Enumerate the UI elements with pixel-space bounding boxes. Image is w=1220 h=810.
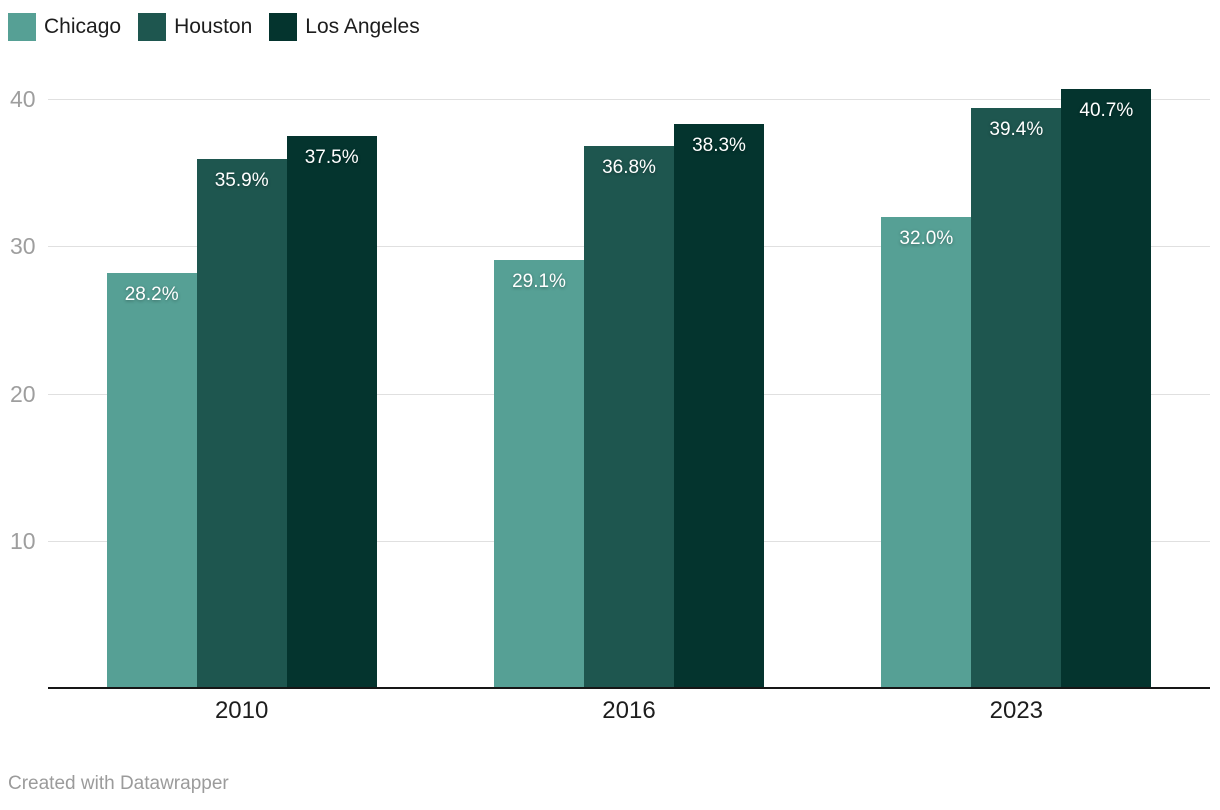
y-tick-label: 20: [10, 380, 36, 407]
bar-los-angeles-2010: 37.5%: [286, 135, 377, 688]
legend-label: Houston: [174, 15, 253, 38]
bar-value-label: 37.5%: [304, 146, 359, 168]
bar-value-label: 28.2%: [124, 283, 179, 305]
x-tick-label-2023: 2023: [989, 697, 1044, 724]
legend-item-los-angeles: Los Angeles: [269, 13, 420, 41]
bar-los-angeles-2016: 38.3%: [674, 124, 764, 688]
legend-swatch-icon: [8, 13, 36, 41]
bar-chicago-2023: 32.0%: [881, 216, 972, 688]
legend-item-chicago: Chicago: [8, 13, 121, 41]
legend-label: Chicago: [44, 15, 122, 38]
legend-swatch-icon: [138, 13, 167, 41]
bar-value-label: 38.3%: [692, 135, 746, 157]
bar-chicago-2016: 29.1%: [494, 259, 584, 688]
legend: Chicago Houston Los Angeles: [8, 13, 420, 41]
bar-value-label: 35.9%: [214, 170, 269, 192]
x-axis-line: [48, 687, 1210, 689]
y-tick-label: 10: [10, 527, 36, 554]
bar-value-label: 29.1%: [512, 270, 566, 292]
bar-chicago-2010: 28.2%: [106, 272, 197, 688]
y-tick-label: 30: [10, 233, 36, 260]
x-tick-label-2016: 2016: [602, 697, 656, 724]
gridline-40: [48, 99, 1210, 100]
y-tick-label: 40: [10, 86, 36, 112]
bar-value-label: 36.8%: [602, 157, 656, 179]
attribution-text: Created with Datawrapper: [8, 773, 229, 794]
plot-area: 10 20 30 40 28.2% 35.9% 37.5% 2010 29.1% 36.8% 38.…: [10, 86, 1210, 724]
bar-houston-2023: 39.4%: [971, 107, 1062, 688]
bar-value-label: 32.0%: [899, 227, 954, 249]
bar-houston-2016: 36.8%: [584, 146, 674, 688]
bar-los-angeles-2023: 40.7%: [1061, 88, 1152, 688]
x-tick-label-2010: 2010: [214, 697, 269, 724]
bar-value-label: 40.7%: [1079, 99, 1134, 121]
bar-houston-2010: 35.9%: [196, 159, 287, 688]
legend-label: Los Angeles: [305, 15, 420, 38]
legend-item-houston: Houston: [138, 13, 252, 41]
legend-swatch-icon: [269, 13, 298, 41]
bar-value-label: 39.4%: [989, 118, 1044, 140]
